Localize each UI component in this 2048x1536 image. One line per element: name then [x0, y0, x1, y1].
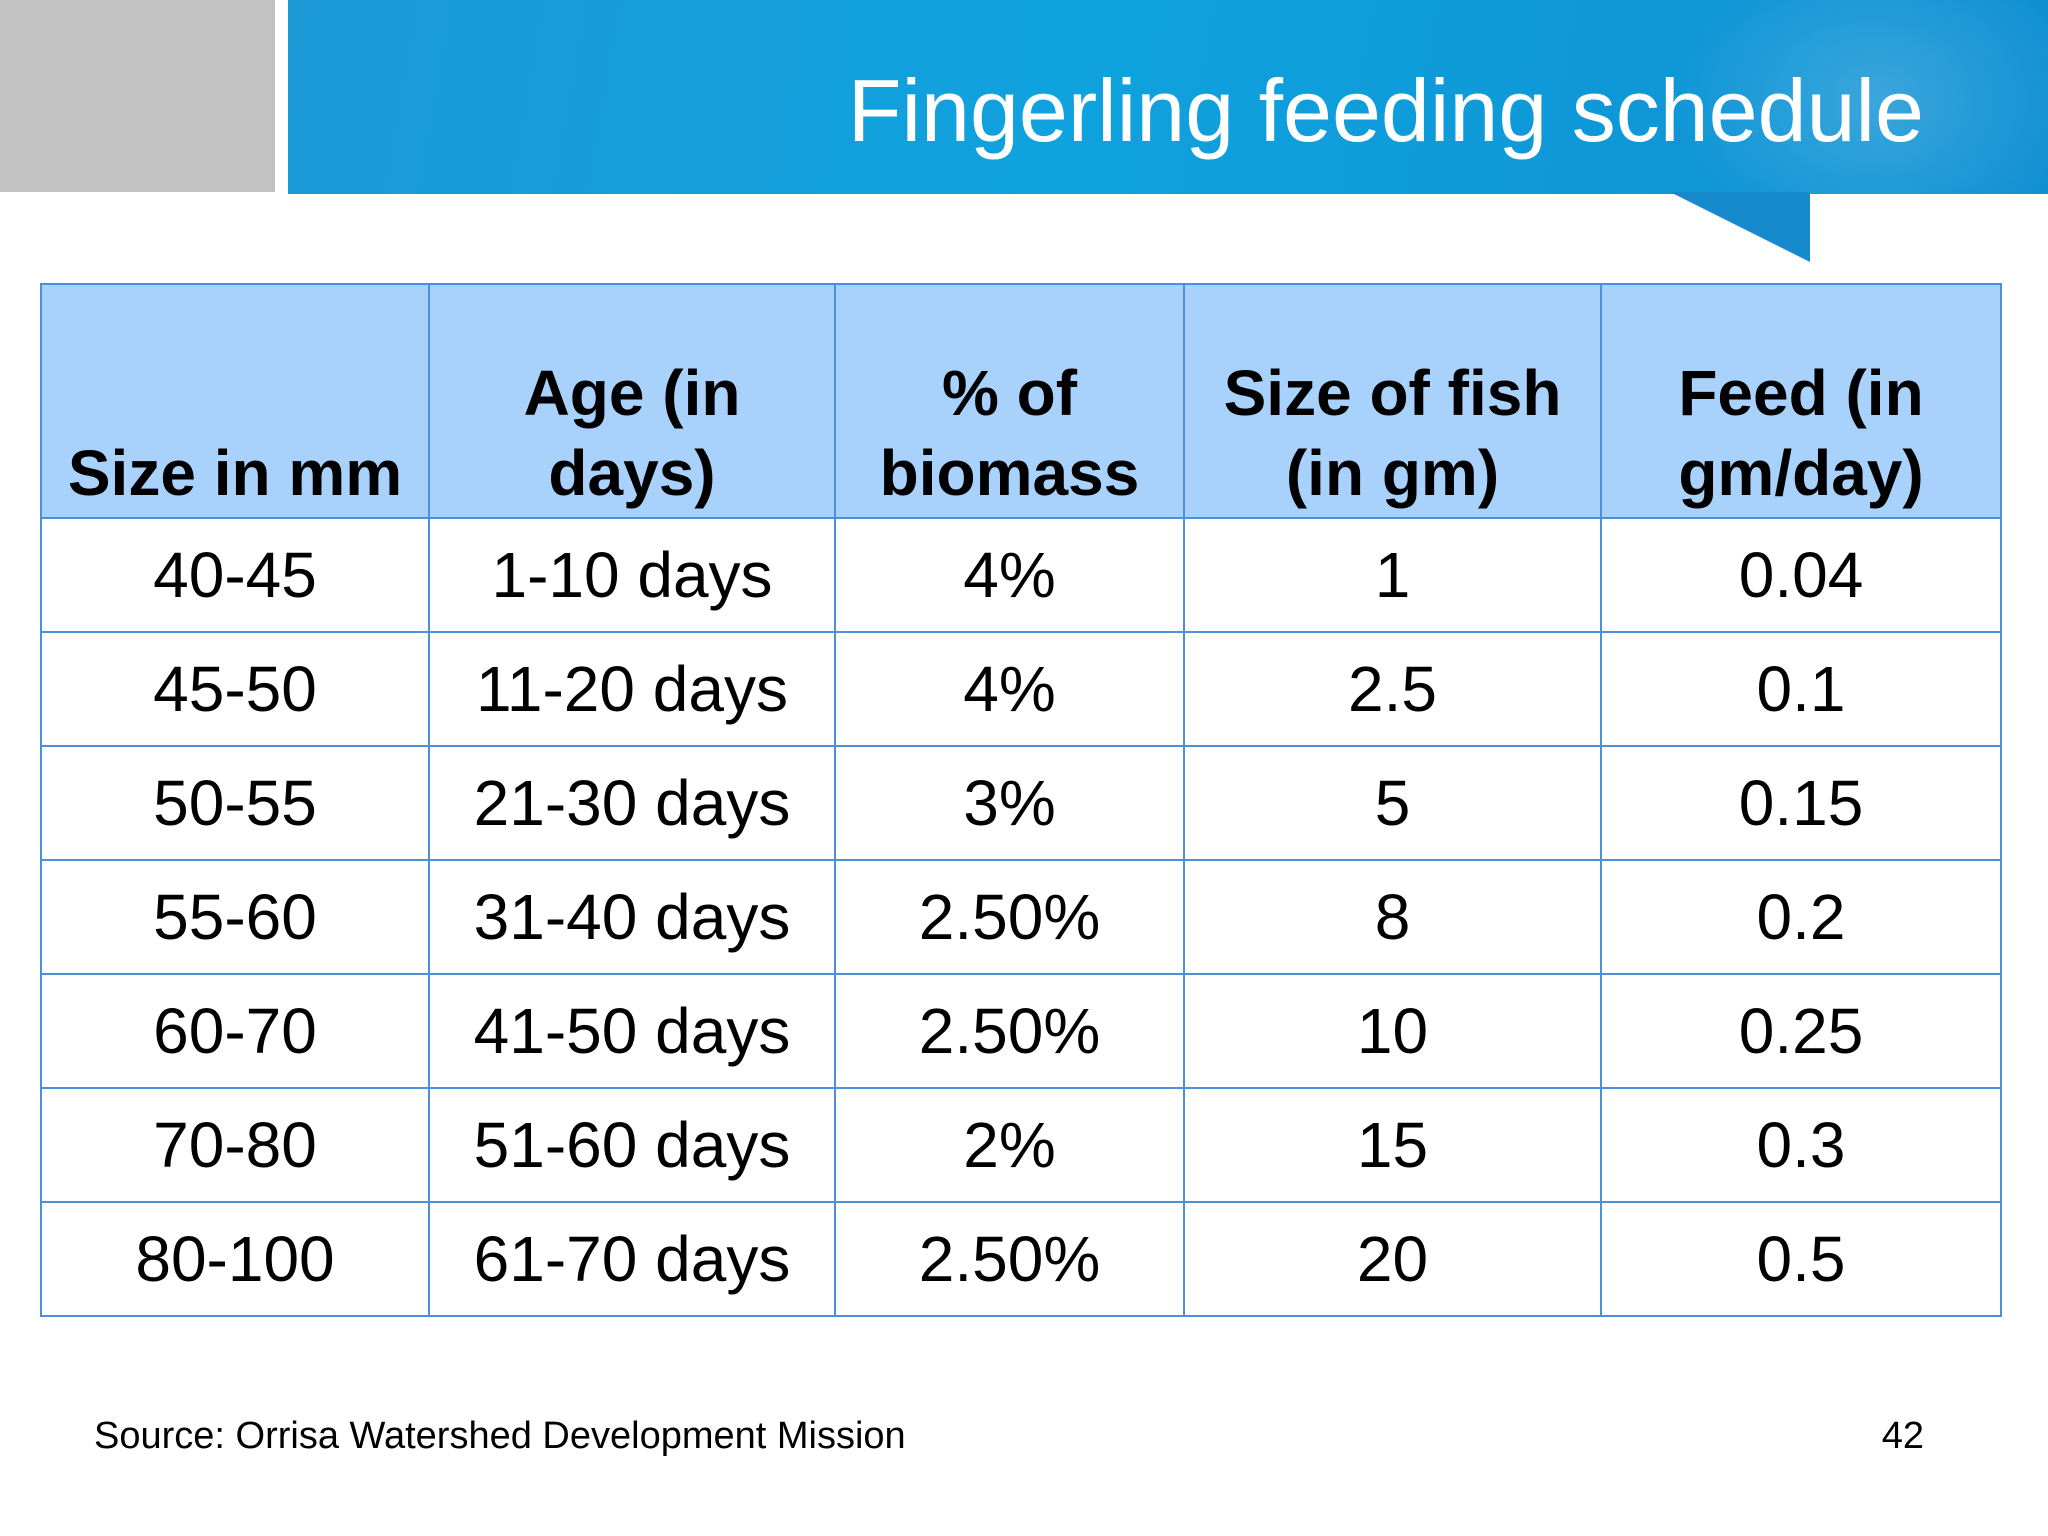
- cell-feed: 0.15: [1600, 745, 2002, 861]
- cell-fish-size: 10: [1183, 973, 1602, 1089]
- cell-feed: 0.1: [1600, 631, 2002, 747]
- source-citation: Source: Orrisa Watershed Development Mis…: [94, 1415, 906, 1457]
- table-row: 45-50 11-20 days 4% 2.5 0.1: [40, 631, 2002, 747]
- page-number: 42: [1881, 1415, 1924, 1457]
- cell-feed: 0.25: [1600, 973, 2002, 1089]
- cell-age: 1-10 days: [428, 517, 836, 633]
- header-percent-biomass: % of biomass: [834, 283, 1185, 519]
- cell-biomass-percent: 2.50%: [834, 973, 1185, 1089]
- cell-biomass-percent: 3%: [834, 745, 1185, 861]
- cell-size-mm: 70-80: [40, 1087, 430, 1203]
- cell-feed: 0.5: [1600, 1201, 2002, 1317]
- cell-fish-size: 15: [1183, 1087, 1602, 1203]
- cell-size-mm: 40-45: [40, 517, 430, 633]
- cell-age: 41-50 days: [428, 973, 836, 1089]
- table-row: 60-70 41-50 days 2.50% 10 0.25: [40, 973, 2002, 1089]
- cell-size-mm: 45-50: [40, 631, 430, 747]
- cell-biomass-percent: 4%: [834, 517, 1185, 633]
- cell-age: 61-70 days: [428, 1201, 836, 1317]
- cell-size-mm: 80-100: [40, 1201, 430, 1317]
- cell-age: 11-20 days: [428, 631, 836, 747]
- cell-feed: 0.3: [1600, 1087, 2002, 1203]
- cell-fish-size: 20: [1183, 1201, 1602, 1317]
- cell-feed: 0.2: [1600, 859, 2002, 975]
- title-banner: [288, 0, 2048, 194]
- cell-age: 51-60 days: [428, 1087, 836, 1203]
- table-row: 50-55 21-30 days 3% 5 0.15: [40, 745, 2002, 861]
- cell-size-mm: 60-70: [40, 973, 430, 1089]
- cell-fish-size: 5: [1183, 745, 1602, 861]
- header-size-mm: Size in mm: [40, 283, 430, 519]
- cell-biomass-percent: 2.50%: [834, 1201, 1185, 1317]
- table-row: 80-100 61-70 days 2.50% 20 0.5: [40, 1201, 2002, 1317]
- cell-age: 21-30 days: [428, 745, 836, 861]
- feeding-schedule-table: Size in mm Age (in days) % of biomass Si…: [40, 283, 2002, 1317]
- page-title: Fingerling feeding schedule: [847, 61, 1924, 160]
- cell-fish-size: 1: [1183, 517, 1602, 633]
- gray-corner-block: [0, 0, 275, 192]
- cell-biomass-percent: 2%: [834, 1087, 1185, 1203]
- header-size-of-fish: Size of fish (in gm): [1183, 283, 1602, 519]
- cell-biomass-percent: 4%: [834, 631, 1185, 747]
- table-header-row: Size in mm Age (in days) % of biomass Si…: [40, 283, 2002, 519]
- cell-size-mm: 55-60: [40, 859, 430, 975]
- cell-feed: 0.04: [1600, 517, 2002, 633]
- header-feed-per-day: Feed (in gm/day): [1600, 283, 2002, 519]
- cell-fish-size: 2.5: [1183, 631, 1602, 747]
- cell-biomass-percent: 2.50%: [834, 859, 1185, 975]
- cell-age: 31-40 days: [428, 859, 836, 975]
- header-age-days: Age (in days): [428, 283, 836, 519]
- table-row: 40-45 1-10 days 4% 1 0.04: [40, 517, 2002, 633]
- cell-size-mm: 50-55: [40, 745, 430, 861]
- table-row: 70-80 51-60 days 2% 15 0.3: [40, 1087, 2002, 1203]
- table-row: 55-60 31-40 days 2.50% 8 0.2: [40, 859, 2002, 975]
- cell-fish-size: 8: [1183, 859, 1602, 975]
